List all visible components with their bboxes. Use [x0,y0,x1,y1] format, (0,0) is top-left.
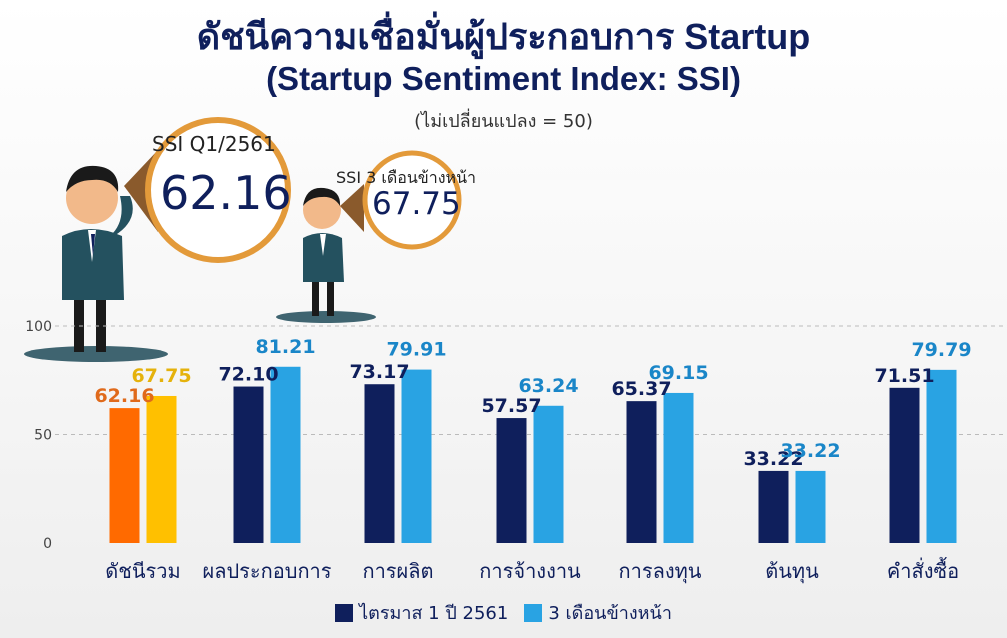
bar-2-6 [795,470,826,543]
value-label-1-3: 73.17 [349,361,409,383]
current-ssi-label: SSI Q1/2561 [152,132,276,156]
value-label-1-2: 72.10 [218,364,278,386]
magnifier-bubble-forecast [362,150,462,250]
value-label-1-1: 62.16 [94,385,154,407]
legend-swatch-series1 [335,603,354,622]
legend-label-series2: 3 เดือนข้างหน้า [548,603,672,624]
bar-1-3 [364,384,395,543]
axes: 0 50 100 ดัชนีรวม ผลประกอบการ การผลิต การจ้างง… [25,319,959,584]
bar-2-1 [146,395,177,543]
value-label-2-6: 33.22 [780,440,840,462]
value-label-1-6: 33.22 [743,448,803,470]
chart-note: (ไม่เปลี่ยนแปลง = 50) [414,111,593,132]
bar-2-4 [533,405,564,543]
bar-1-2 [233,386,264,543]
category-label: การลงทุน [619,559,702,584]
bar-1-5 [626,401,657,543]
value-label-1-7: 71.51 [874,365,934,387]
value-label-2-2: 81.21 [255,336,315,358]
bars [109,366,957,543]
legend-label-series1: ไตรมาส 1 ปี 2561 [359,603,509,624]
magnifier-bubble-current [145,117,291,263]
y-tick-label: 50 [34,428,52,444]
bar-1-7 [889,387,920,543]
category-label: ต้นทุน [765,559,819,584]
category-label: การจ้างงาน [479,559,581,583]
bar-2-2 [270,366,301,543]
legend-swatch-series2 [524,603,543,622]
chart-subtitle: (Startup Sentiment Index: SSI) [266,60,741,97]
category-label: คำสั่งซื้อ [887,557,959,583]
value-label-2-5: 69.15 [648,362,708,384]
legend-item-series1: ไตรมาส 1 ปี 2561 [335,598,508,627]
forecast-ssi-value: 67.75 [372,186,461,222]
y-tick-label: 0 [43,536,52,552]
category-label: ผลประกอบการ [202,559,331,583]
bar-1-6 [758,470,789,543]
value-label-2-4: 63.24 [518,375,578,397]
value-label-2-1: 67.75 [131,365,191,387]
current-ssi-value: 62.16 [160,166,292,220]
bar-1-1 [109,408,140,543]
bar-2-7 [926,369,957,543]
legend-item-series2: 3 เดือนข้างหน้า [524,598,672,627]
value-label-2-7: 79.79 [911,339,971,361]
bar-2-5 [663,392,694,543]
gridlines [55,325,1007,435]
value-label-1-4: 57.57 [481,395,541,417]
forecast-ssi-label: SSI 3 เดือนข้างหน้า [336,168,476,187]
bar-1-4 [496,418,527,543]
chart-legend: ไตรมาส 1 ปี 2561 3 เดือนข้างหน้า [0,598,1007,627]
chart-title: ดัชนีความเชื่อมั่นผู้ประกอบการ Startup [196,16,811,57]
y-tick-label: 100 [25,319,52,335]
category-label: ดัชนีรวม [105,559,180,583]
value-label-1-5: 65.37 [611,378,671,400]
category-label: การผลิต [362,559,433,583]
bar-2-3 [401,369,432,543]
value-label-2-3: 79.91 [386,339,446,361]
businessman-illustration-small [276,184,376,323]
